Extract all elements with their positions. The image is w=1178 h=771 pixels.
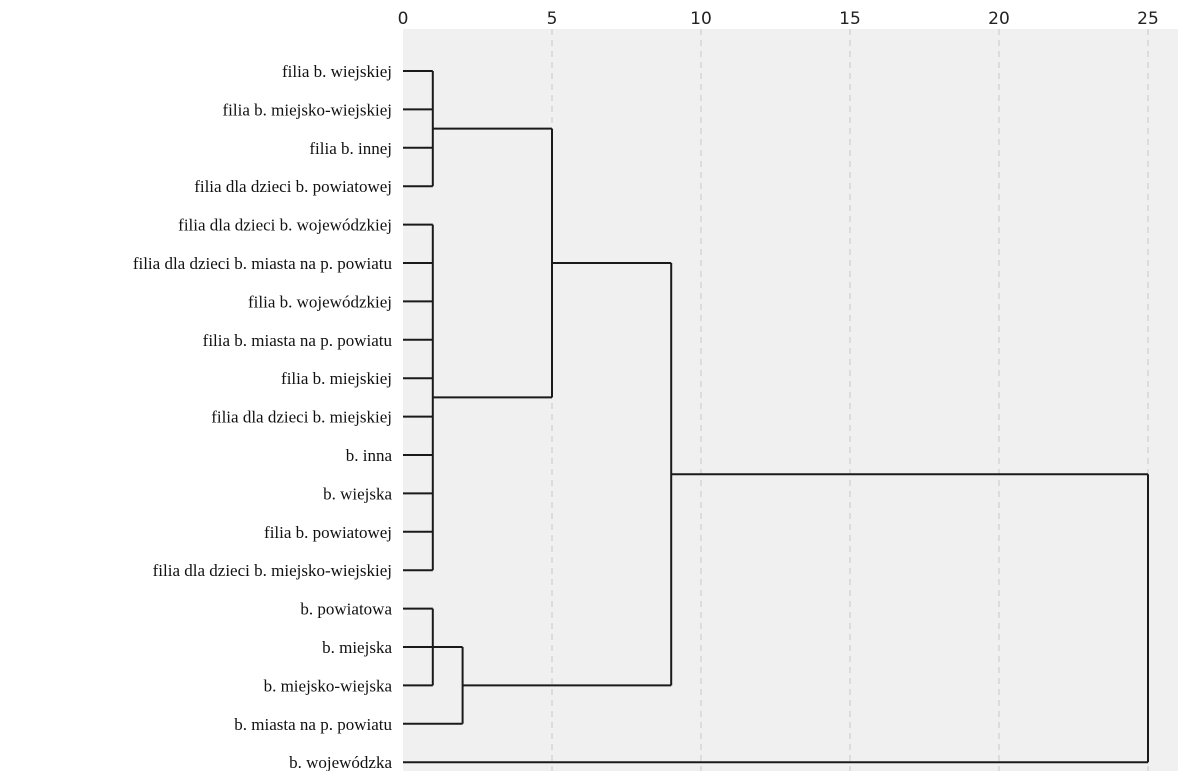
leaf-label: b. miejska bbox=[322, 638, 392, 657]
leaf-label: filia dla dzieci b. miejskiej bbox=[211, 408, 392, 427]
leaf-label: filia dla dzieci b. miejsko-wiejskiej bbox=[153, 561, 392, 580]
leaf-label: b. powiatowa bbox=[300, 600, 392, 619]
leaf-label: filia b. wojewódzkiej bbox=[248, 292, 392, 311]
leaf-label: filia dla dzieci b. powiatowej bbox=[194, 177, 392, 196]
x-tick-label: 15 bbox=[839, 9, 861, 29]
leaf-label: b. miasta na p. powiatu bbox=[234, 715, 392, 734]
x-tick-label: 20 bbox=[988, 9, 1010, 29]
x-tick-label: 5 bbox=[547, 9, 558, 29]
plot-background bbox=[403, 29, 1178, 771]
leaf-label: b. miejsko-wiejska bbox=[264, 676, 393, 695]
leaf-label: filia b. powiatowej bbox=[264, 523, 392, 542]
leaf-label: b. inna bbox=[346, 446, 393, 465]
leaf-label: filia dla dzieci b. miasta na p. powiatu bbox=[133, 254, 393, 273]
leaf-label: filia b. miasta na p. powiatu bbox=[203, 331, 393, 350]
leaf-label: b. wiejska bbox=[323, 484, 392, 503]
x-tick-label: 25 bbox=[1137, 9, 1159, 29]
leaf-label: filia b. wiejskiej bbox=[282, 62, 392, 81]
leaf-label: filia b. innej bbox=[309, 139, 392, 158]
x-tick-label: 0 bbox=[398, 9, 409, 29]
leaf-label: b. wojewódzka bbox=[289, 753, 392, 771]
leaf-label: filia b. miejsko-wiejskiej bbox=[223, 100, 393, 119]
leaf-label: filia b. miejskiej bbox=[281, 369, 392, 388]
leaf-label: filia dla dzieci b. wojewódzkiej bbox=[178, 216, 392, 235]
x-tick-label: 10 bbox=[690, 9, 712, 29]
